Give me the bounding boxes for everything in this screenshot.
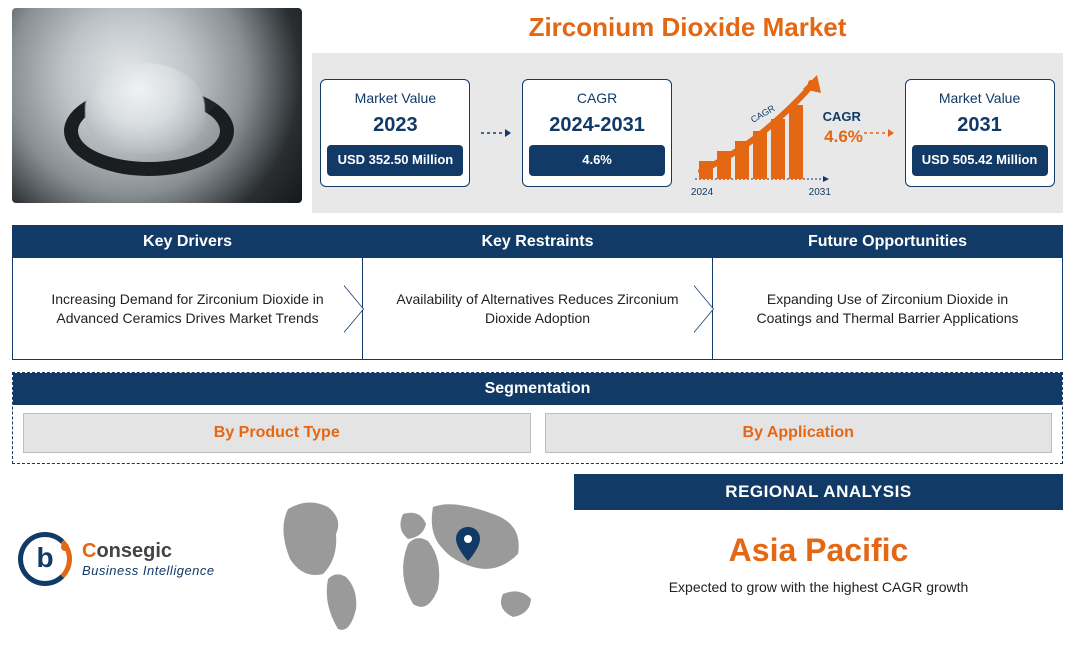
connector-dotted-icon [864, 128, 894, 138]
cagr-label: CAGR [823, 109, 861, 124]
segmentation-item: By Application [545, 413, 1053, 453]
factor-body: Increasing Demand for Zirconium Dioxide … [13, 258, 362, 359]
stat-card-start: Market Value 2023 USD 352.50 Million [320, 79, 470, 186]
segmentation-panel: Segmentation By Product Type By Applicat… [12, 372, 1063, 464]
factor-card-opportunities: Future Opportunities Expanding Use of Zi… [712, 225, 1063, 360]
logo-accent-letter: C [82, 540, 96, 562]
factor-header: Key Restraints [363, 226, 712, 258]
growth-chart: CAGR CAGR 4.6% 2024 2031 [683, 71, 853, 196]
page-title: Zirconium Dioxide Market [312, 12, 1063, 43]
factor-header: Future Opportunities [713, 226, 1062, 258]
stat-card-end: Market Value 2031 USD 505.42 Million [905, 79, 1055, 186]
factor-card-restraints: Key Restraints Availability of Alternati… [362, 225, 712, 360]
stat-label: Market Value [355, 90, 436, 106]
regional-subtext: Expected to grow with the highest CAGR g… [669, 579, 969, 595]
stat-value: USD 352.50 Million [327, 145, 463, 175]
stat-label: Market Value [939, 90, 1020, 106]
top-section: Zirconium Dioxide Market Market Value 20… [12, 8, 1063, 213]
stat-value: USD 505.42 Million [912, 145, 1048, 175]
logo-rest: onsegic [96, 540, 172, 562]
stat-label: CAGR [577, 90, 617, 106]
factor-header: Key Drivers [13, 226, 362, 258]
segmentation-header: Segmentation [13, 373, 1062, 405]
regional-header: REGIONAL ANALYSIS [574, 474, 1063, 510]
stat-value: 4.6% [529, 145, 665, 175]
factor-body: Availability of Alternatives Reduces Zir… [363, 258, 712, 359]
growth-year-start: 2024 [691, 187, 713, 198]
factor-card-drivers: Key Drivers Increasing Demand for Zircon… [12, 225, 362, 360]
bottom-row: Consegic Business Intelligence REGIONAL … [12, 474, 1063, 644]
stat-year: 2024-2031 [549, 114, 645, 137]
regional-analysis-panel: REGIONAL ANALYSIS Asia Pacific Expected … [574, 474, 1063, 644]
segmentation-body: By Product Type By Application [13, 405, 1062, 463]
factor-body: Expanding Use of Zirconium Dioxide in Co… [713, 258, 1062, 359]
growth-year-end: 2031 [809, 187, 831, 198]
logo-tagline: Business Intelligence [82, 563, 215, 578]
world-map [268, 474, 568, 644]
stats-row: Market Value 2023 USD 352.50 Million CAG… [312, 53, 1063, 213]
regional-region: Asia Pacific [729, 532, 909, 569]
stat-year: 2023 [373, 114, 418, 137]
connector-dotted-icon [481, 128, 511, 138]
top-right-panel: Zirconium Dioxide Market Market Value 20… [312, 8, 1063, 213]
logo-text: Consegic Business Intelligence [82, 540, 215, 578]
product-image [12, 8, 302, 203]
cagr-value: 4.6% [824, 127, 863, 147]
stat-card-cagr: CAGR 2024-2031 4.6% [522, 79, 672, 186]
stat-year: 2031 [957, 114, 1002, 137]
segmentation-item: By Product Type [23, 413, 531, 453]
logo-glyph-icon [18, 532, 72, 586]
factors-row: Key Drivers Increasing Demand for Zircon… [12, 225, 1063, 360]
brand-logo: Consegic Business Intelligence [12, 474, 262, 644]
